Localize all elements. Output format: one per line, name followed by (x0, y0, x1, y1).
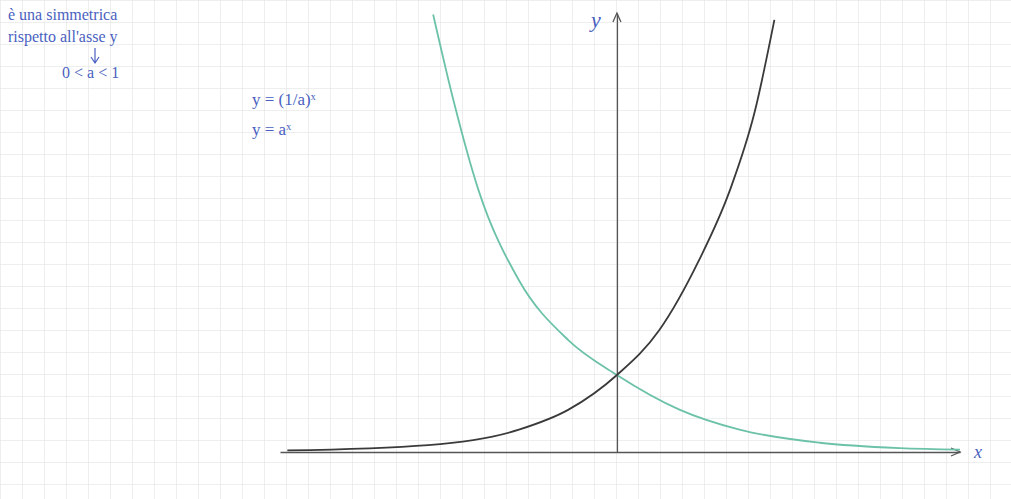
series-label: y = aˣ (252, 120, 291, 139)
y-axis-title: y (589, 7, 601, 32)
y-axis-arrow (613, 13, 621, 22)
annotation: rispetto all'asse y (8, 28, 118, 46)
plot-area (287, 15, 960, 451)
y-axis (617, 14, 618, 453)
series-label: y = (1/a)ˣ (252, 90, 316, 109)
curve (287, 20, 774, 451)
note: è una simmetrica rispetto all'asse y 0 < a… (8, 6, 119, 81)
chart: x y y = (1/a)ˣ y = aˣ è una simmetrica rispet… (0, 0, 1011, 499)
note-arrow (91, 48, 99, 63)
annotation: è una simmetrica (8, 6, 117, 23)
annotation: 0 < a < 1 (62, 64, 119, 81)
x-axis-title: x (973, 442, 982, 462)
series-labels: y = (1/a)ˣ y = aˣ (252, 90, 316, 139)
curve (433, 15, 960, 450)
background (0, 0, 1011, 499)
y-axis-line (617, 14, 618, 453)
graph-paper (0, 0, 1011, 499)
x-axis (281, 452, 961, 453)
x-axis-line (281, 452, 961, 453)
